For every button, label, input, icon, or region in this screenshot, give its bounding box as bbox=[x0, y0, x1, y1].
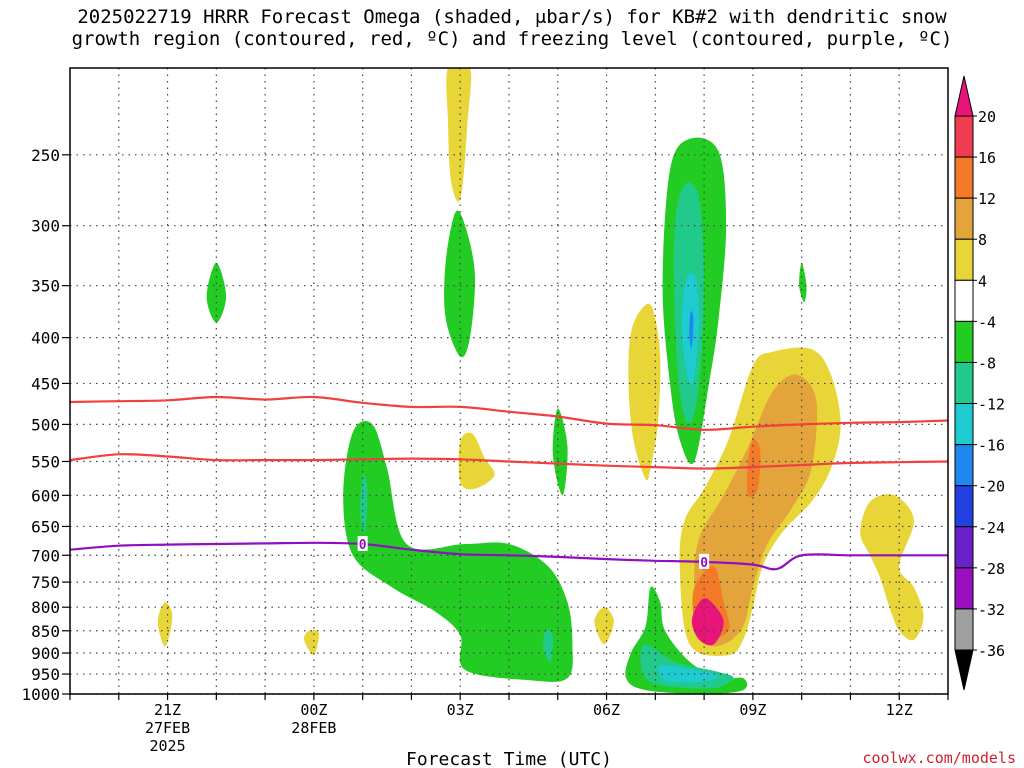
colorbar-label-4: 4 bbox=[978, 272, 987, 290]
chart-title: 2025022719 HRRR Forecast Omega (shaded, … bbox=[0, 6, 1024, 50]
y-tick-label-550: 550 bbox=[31, 452, 60, 471]
chart-title-line-1: 2025022719 HRRR Forecast Omega (shaded, … bbox=[77, 6, 947, 28]
y-tick-label-500: 500 bbox=[31, 415, 60, 434]
y-tick-label-900: 900 bbox=[31, 644, 60, 663]
y-tick-label-600: 600 bbox=[31, 486, 60, 505]
omega-region-1 bbox=[628, 303, 661, 481]
colorbar-label-7: -12 bbox=[978, 396, 1005, 414]
omega-region-4 bbox=[860, 494, 924, 641]
omega-region-20 bbox=[360, 474, 368, 534]
colorbar-segment-10 bbox=[954, 526, 974, 569]
x-tick-label-21-1: 21Z bbox=[154, 701, 181, 719]
y-tick-label-350: 350 bbox=[31, 277, 60, 296]
site-credit: coolwx.com/models bbox=[862, 749, 1016, 767]
y-tick-label-800: 800 bbox=[31, 598, 60, 617]
freezing-level-label-1: 0 bbox=[700, 556, 708, 571]
colorbar-top-arrow bbox=[954, 75, 974, 117]
contour-dgz_minus12 bbox=[70, 453, 948, 470]
colorbar-segment-4 bbox=[954, 279, 974, 322]
colorbar-label-1: 16 bbox=[978, 149, 996, 167]
colorbar-segment-1 bbox=[954, 156, 974, 199]
omega-region-13 bbox=[444, 210, 476, 358]
freezing-label-bg-0 bbox=[357, 535, 368, 551]
y-tick-label-650: 650 bbox=[31, 517, 60, 536]
x-tick-label-24-1: 00Z bbox=[300, 701, 327, 719]
colorbar-segment-3 bbox=[954, 238, 974, 281]
colorbar-segment-11 bbox=[954, 567, 974, 610]
freezing-level-label-0: 0 bbox=[359, 538, 367, 553]
x-tick-label-30-1: 06Z bbox=[593, 701, 620, 719]
colorbar-label-3: 8 bbox=[978, 231, 987, 249]
y-tick-label-750: 750 bbox=[31, 573, 60, 592]
colorbar-label-13: -36 bbox=[978, 642, 1005, 660]
omega-region-7 bbox=[594, 607, 614, 645]
x-tick-label-21-3: 2025 bbox=[149, 737, 185, 755]
colorbar-segment-0 bbox=[954, 115, 974, 158]
colorbar-segment-7 bbox=[954, 403, 974, 446]
omega-region-17 bbox=[343, 421, 573, 682]
x-tick-label-33-1: 09Z bbox=[739, 701, 766, 719]
x-tick-label-21-2: 27FEB bbox=[145, 719, 190, 737]
omega-region-11 bbox=[691, 598, 724, 646]
colorbar-segment-6 bbox=[954, 361, 974, 405]
y-tick-label-1000: 1000 bbox=[21, 685, 60, 704]
x-tick-label-27-1: 03Z bbox=[447, 701, 474, 719]
colorbar-segment-2 bbox=[954, 197, 974, 240]
x-axis-title: Forecast Time (UTC) bbox=[406, 749, 612, 768]
colorbar-segment-8 bbox=[954, 444, 974, 487]
y-tick-label-700: 700 bbox=[31, 546, 60, 565]
colorbar-label-5: -4 bbox=[978, 313, 996, 331]
colorbar-label-6: -8 bbox=[978, 354, 996, 372]
omega-region-8 bbox=[694, 374, 818, 647]
x-tick-label-24-2: 28FEB bbox=[291, 719, 336, 737]
contour-freezing_level bbox=[70, 541, 948, 571]
y-tick-label-300: 300 bbox=[31, 217, 60, 236]
omega-region-6 bbox=[303, 629, 319, 656]
colorbar-label-12: -32 bbox=[978, 601, 1005, 619]
freezing-label-bg-1 bbox=[699, 553, 710, 569]
x-tick-label-36-1: 12Z bbox=[886, 701, 913, 719]
colorbar-label-11: -28 bbox=[978, 560, 1005, 578]
omega-shading-layer bbox=[157, 68, 924, 694]
omega-region-14 bbox=[206, 262, 227, 323]
grid-layer bbox=[70, 68, 948, 695]
contour-dgz_minus18 bbox=[70, 395, 948, 431]
colorbar-label-0: 20 bbox=[978, 108, 996, 126]
y-tick-label-850: 850 bbox=[31, 622, 60, 641]
omega-region-5 bbox=[157, 602, 173, 647]
y-tick-label-450: 450 bbox=[31, 374, 60, 393]
omega-region-16 bbox=[552, 408, 568, 496]
omega-region-0 bbox=[446, 68, 472, 202]
y-axis: 250 300 350 400 450 500 550 600 650 700 750 800 850 9… bbox=[21, 146, 70, 704]
colorbar-label-8: -16 bbox=[978, 437, 1005, 455]
colorbar: 20 16 12 8 4 -4 -8 -12 -16 -20 -24 -28 -32 -36 bbox=[954, 75, 1005, 691]
omega-region-25 bbox=[689, 311, 694, 349]
omega-region-9 bbox=[747, 439, 761, 498]
colorbar-segment-12 bbox=[954, 608, 974, 651]
y-tick-label-250: 250 bbox=[31, 146, 60, 165]
contour-layer: 00 bbox=[70, 395, 948, 571]
colorbar-label-10: -24 bbox=[978, 519, 1005, 537]
colorbar-segment-5 bbox=[954, 320, 974, 363]
y-tick-label-950: 950 bbox=[31, 665, 60, 684]
omega-region-21 bbox=[542, 629, 554, 662]
colorbar-label-2: 12 bbox=[978, 190, 996, 208]
colorbar-segment-9 bbox=[954, 485, 974, 528]
y-tick-label-400: 400 bbox=[31, 329, 60, 348]
colorbar-bottom-arrow bbox=[954, 649, 974, 691]
chart-title-line-2: growth region (contoured, red, ºC) and f… bbox=[71, 28, 953, 50]
omega-region-15 bbox=[799, 262, 807, 302]
colorbar-label-9: -20 bbox=[978, 478, 1005, 496]
